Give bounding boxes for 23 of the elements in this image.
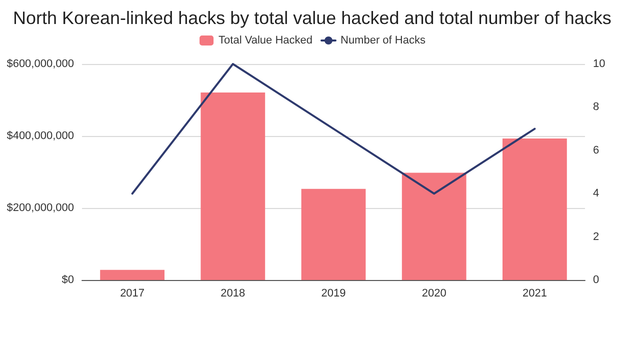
x-tick-label: 2021 <box>522 288 547 300</box>
y2-tick-label: 10 <box>593 58 606 70</box>
y2-tick-label: 8 <box>593 101 600 114</box>
y2-tick-label: 4 <box>593 188 600 200</box>
bar <box>301 188 366 280</box>
y-tick-label: $600,000,000 <box>6 58 74 70</box>
bar <box>502 138 567 280</box>
bar <box>100 270 164 280</box>
y2-tick-label: 2 <box>593 230 600 243</box>
bar <box>402 172 466 280</box>
legend-label: Total Value Hacked <box>218 34 312 46</box>
y-tick-label: $200,000,000 <box>6 202 74 214</box>
chart-title: North Korean-linked hacks by total value hacked and total number of hacks <box>13 8 612 28</box>
y-tick-label: $400,000,000 <box>6 130 74 142</box>
y2-tick-label: 6 <box>593 144 600 156</box>
x-tick-label: 2018 <box>220 288 246 300</box>
x-tick-label: 2017 <box>120 288 145 300</box>
legend-label: Number of Hacks <box>340 34 426 46</box>
x-tick-label: 2020 <box>422 288 446 300</box>
bar <box>200 92 266 280</box>
y2-tick-label: 0 <box>593 274 600 286</box>
x-tick-label: 2019 <box>321 288 346 300</box>
y-tick-label: $0 <box>62 274 74 286</box>
